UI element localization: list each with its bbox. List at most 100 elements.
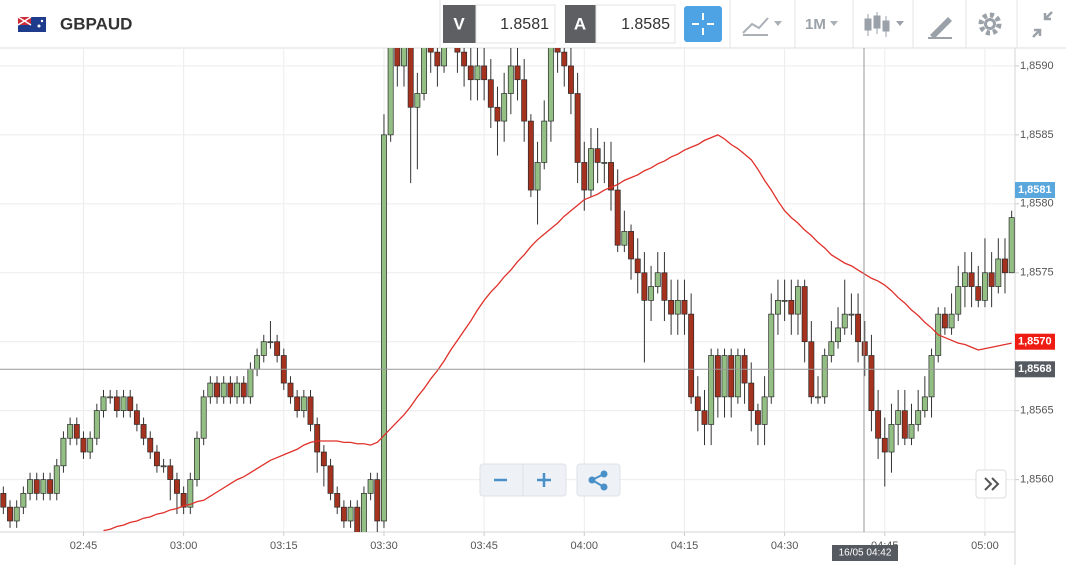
candle-body — [661, 272, 668, 301]
candle-body — [53, 465, 60, 494]
zoom-in-button[interactable] — [537, 473, 551, 487]
candle-body — [194, 437, 200, 480]
candle-body — [267, 341, 274, 344]
candle-body — [654, 272, 661, 287]
candle-body — [113, 396, 120, 412]
candle-body — [120, 396, 127, 412]
candle-body — [594, 148, 601, 163]
timeframe-button[interactable]: 1M — [805, 16, 826, 33]
candle-body — [421, 48, 427, 94]
ask-badge — [565, 5, 596, 43]
candle-body — [467, 65, 474, 81]
candle-body — [494, 106, 501, 122]
candle-body — [881, 437, 888, 453]
candle-body — [868, 355, 875, 412]
candle-body — [915, 410, 922, 425]
candle-body — [354, 506, 361, 532]
candle-body — [60, 437, 67, 467]
candle-body — [47, 479, 54, 494]
price-marker-box — [1015, 333, 1055, 350]
x-tick-label: 04:15 — [671, 540, 699, 552]
candle-body — [988, 272, 995, 287]
moving-average-line — [103, 134, 1012, 532]
candle-body — [20, 493, 27, 508]
ask-label: A — [574, 14, 586, 33]
candle-body — [714, 355, 721, 398]
candle-body — [668, 299, 675, 315]
candle-body — [314, 424, 321, 453]
collapse-button[interactable] — [1032, 11, 1053, 38]
x-tick-label: 04:30 — [771, 540, 799, 552]
crosshair-price-label: 1,8568 — [1018, 363, 1052, 375]
candle-body — [240, 382, 247, 398]
price-marker-label: 1,8570 — [1018, 336, 1052, 348]
candle-body — [307, 396, 314, 425]
candle-body — [360, 493, 367, 532]
candle-body — [588, 148, 594, 191]
candle-body — [147, 437, 154, 453]
candle-body — [7, 506, 13, 522]
candle-body — [534, 162, 541, 191]
price-marker-label: 1,8581 — [1018, 184, 1052, 196]
candle-body — [67, 424, 74, 439]
candle-body — [374, 479, 381, 522]
candle-body — [461, 51, 468, 67]
candle-body — [561, 51, 568, 67]
candle-body — [855, 313, 862, 343]
candle-body — [200, 396, 207, 439]
x-tick-label: 03:00 — [170, 540, 198, 552]
scroll-end-button[interactable] — [975, 469, 1007, 499]
candle-body — [708, 355, 715, 425]
candle-body — [127, 396, 134, 412]
candle-body — [260, 341, 267, 356]
candle-body — [828, 341, 835, 356]
candle-body — [694, 396, 701, 412]
candle-body — [901, 410, 908, 439]
chart-type-button[interactable] — [742, 17, 782, 36]
candle-body — [788, 299, 795, 315]
bid-badge — [443, 5, 476, 43]
crosshair-price-box — [1015, 361, 1055, 378]
candle-body — [107, 396, 114, 399]
candle-body — [247, 368, 254, 398]
candle-body — [995, 258, 1002, 287]
candle-body — [574, 93, 581, 163]
candle-body — [554, 48, 561, 53]
candle-body — [968, 272, 975, 287]
candle-body — [214, 382, 220, 398]
x-tick-label: 03:30 — [370, 540, 398, 552]
share-button[interactable] — [576, 463, 621, 497]
y-tick-label: 1,8575 — [1020, 267, 1054, 279]
candle-body — [300, 396, 307, 412]
candle-body — [514, 65, 521, 81]
crosshair-time-label: 16/05 04:42 — [839, 548, 892, 559]
candle-body — [507, 65, 514, 94]
candle-body — [407, 48, 414, 108]
grid — [0, 48, 1015, 532]
x-tick-label: 04:00 — [571, 540, 599, 552]
settings-button[interactable] — [978, 12, 1002, 36]
x-tick-label: 03:45 — [470, 540, 498, 552]
candle-body — [33, 479, 40, 494]
candle-body — [982, 272, 988, 301]
candle-body — [841, 313, 848, 329]
candle-body — [895, 410, 902, 425]
candle-body — [875, 410, 882, 439]
candle-body — [774, 299, 781, 315]
candle-body — [835, 327, 841, 343]
candle-body — [254, 355, 261, 370]
bid-price: 1.8581 — [500, 16, 549, 33]
candle-body — [174, 479, 180, 494]
candle-body — [0, 493, 7, 508]
draw-button[interactable] — [928, 17, 952, 39]
candle-body — [381, 134, 387, 522]
candle-body — [821, 355, 828, 398]
candle-body — [327, 465, 334, 494]
candle-body — [795, 286, 801, 315]
crosshair-button[interactable] — [684, 6, 722, 42]
candle-style-button[interactable] — [864, 12, 904, 37]
candle-body — [100, 396, 107, 412]
candle-body — [481, 65, 488, 81]
